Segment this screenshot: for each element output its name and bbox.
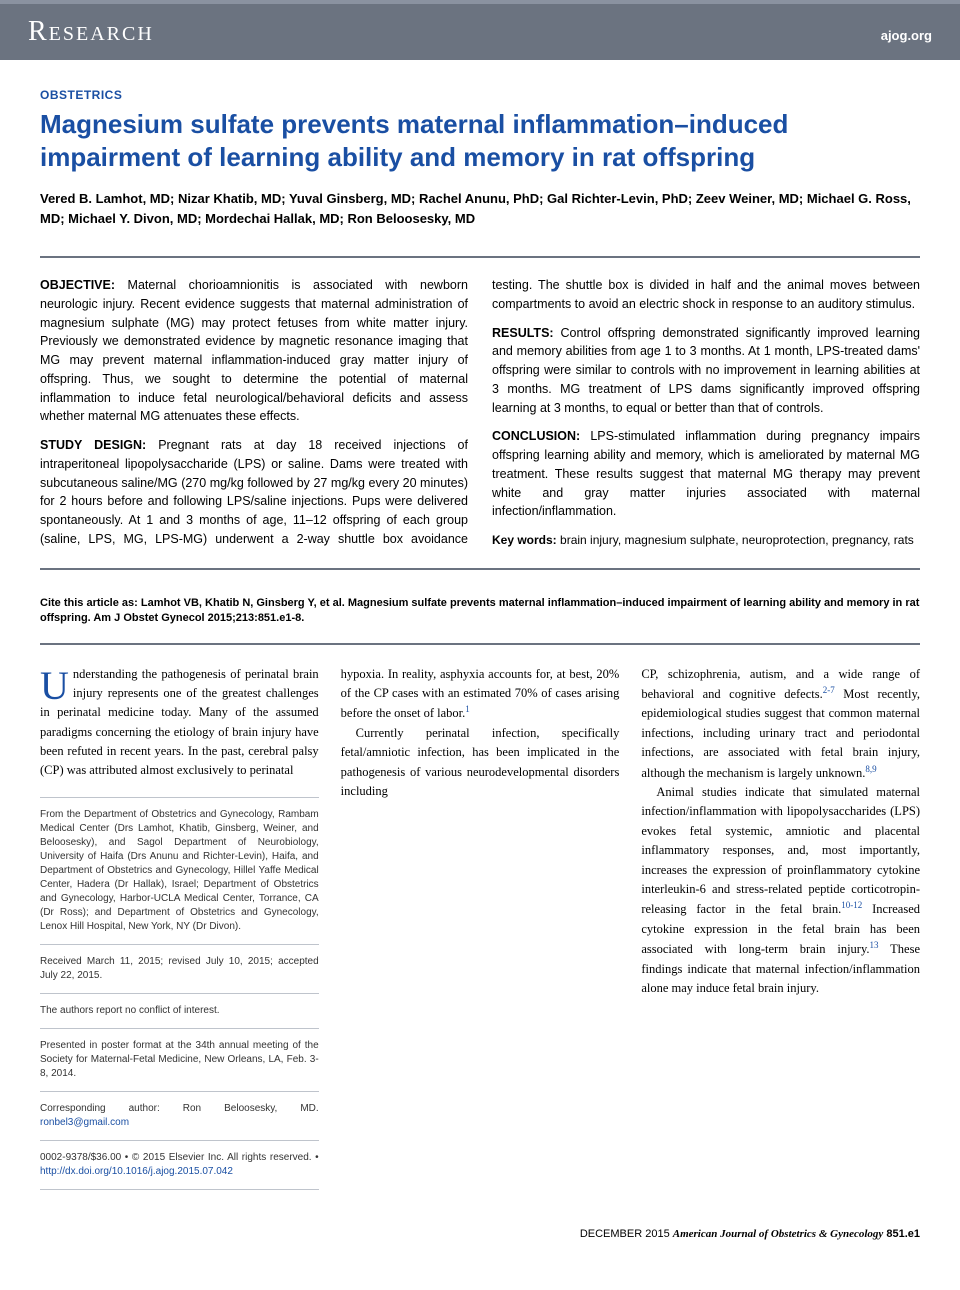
fn-divider-7: [40, 1189, 319, 1190]
body-col-1: Understanding the pathogenesis of perina…: [40, 665, 319, 1200]
fn-divider-6: [40, 1140, 319, 1141]
fn-doi-link[interactable]: http://dx.doi.org/10.1016/j.ajog.2015.07…: [40, 1166, 233, 1177]
keywords-text: brain injury, magnesium sulphate, neurop…: [560, 533, 914, 547]
study-design-label: STUDY DESIGN:: [40, 438, 146, 452]
footer-month: DECEMBER 2015: [580, 1228, 670, 1240]
citation: Cite this article as: Lamhot VB, Khatib …: [40, 588, 920, 635]
footer-journal: American Journal of Obstetrics & Gynecol…: [673, 1228, 884, 1240]
fn-corresponding: Corresponding author: Ron Beloosesky, MD…: [40, 1102, 319, 1130]
keywords-label: Key words:: [492, 533, 557, 547]
author-list: Vered B. Lamhot, MD; Nizar Khatib, MD; Y…: [40, 189, 920, 228]
dropcap: U: [40, 665, 73, 703]
divider-mid-2: [40, 643, 920, 645]
section-heading: OBSTETRICS: [40, 88, 920, 102]
abstract-results: RESULTS: Control offspring demonstrated …: [492, 324, 920, 418]
article-title: Magnesium sulfate prevents maternal infl…: [40, 108, 920, 173]
page-footer: DECEMBER 2015 American Journal of Obstet…: [0, 1220, 960, 1256]
abstract: OBJECTIVE: Maternal chorioamnionitis is …: [40, 276, 920, 554]
body-columns: Understanding the pathogenesis of perina…: [40, 665, 920, 1200]
fn-copyright: 0002-9378/$36.00 • © 2015 Elsevier Inc. …: [40, 1151, 319, 1179]
header-site[interactable]: ajog.org: [881, 28, 932, 43]
objective-label: OBJECTIVE:: [40, 278, 115, 292]
header-section: Research: [28, 16, 154, 48]
body-c3-p2: Animal studies indicate that simulated m…: [641, 783, 920, 998]
ref-8-9[interactable]: 8,9: [865, 764, 876, 774]
page-content: OBSTETRICS Magnesium sulfate prevents ma…: [0, 60, 960, 1220]
conclusion-label: CONCLUSION:: [492, 429, 580, 443]
body-c3-p1: CP, schizophrenia, autism, and a wide ra…: [641, 665, 920, 784]
fn-dates: Received March 11, 2015; revised July 10…: [40, 955, 319, 983]
footnotes: From the Department of Obstetrics and Gy…: [40, 797, 319, 1190]
fn-presented: Presented in poster format at the 34th a…: [40, 1039, 319, 1081]
body-col-3: CP, schizophrenia, autism, and a wide ra…: [641, 665, 920, 1200]
body-c2-p2: Currently perinatal infection, specifica…: [341, 724, 620, 802]
fn-divider-5: [40, 1091, 319, 1092]
ref-13[interactable]: 13: [870, 940, 879, 950]
ref-2-7[interactable]: 2-7: [823, 685, 835, 695]
fn-divider-4: [40, 1028, 319, 1029]
body-c2-p1-text: hypoxia. In reality, asphyxia accounts f…: [341, 667, 620, 721]
fn-corr-text: Corresponding author: Ron Beloosesky, MD…: [40, 1103, 319, 1114]
fn-conflict: The authors report no conflict of intere…: [40, 1004, 319, 1018]
fn-email-link[interactable]: ronbel3@gmail.com: [40, 1117, 129, 1128]
fn-divider-1: [40, 797, 319, 798]
footer-page: 851.e1: [886, 1228, 920, 1240]
keywords: Key words: brain injury, magnesium sulph…: [492, 531, 920, 549]
body-col-2: hypoxia. In reality, asphyxia accounts f…: [341, 665, 620, 1200]
results-label: RESULTS:: [492, 326, 554, 340]
ref-10-12[interactable]: 10-12: [841, 900, 862, 910]
ref-1[interactable]: 1: [465, 704, 470, 714]
abstract-objective: OBJECTIVE: Maternal chorioamnionitis is …: [40, 276, 468, 426]
body-p1-text: nderstanding the pathogenesis of perinat…: [40, 667, 319, 778]
fn-divider-2: [40, 944, 319, 945]
objective-text: Maternal chorioamnionitis is associated …: [40, 278, 468, 423]
body-c2-p1: hypoxia. In reality, asphyxia accounts f…: [341, 665, 620, 724]
divider-top: [40, 256, 920, 258]
body-c3-p2a: Animal studies indicate that simulated m…: [641, 785, 920, 916]
fn-copy-text: 0002-9378/$36.00 • © 2015 Elsevier Inc. …: [40, 1152, 319, 1163]
header-bar: Research ajog.org: [0, 0, 960, 60]
body-p1: Understanding the pathogenesis of perina…: [40, 665, 319, 781]
fn-affiliations: From the Department of Obstetrics and Gy…: [40, 808, 319, 934]
divider-mid-1: [40, 568, 920, 570]
abstract-conclusion: CONCLUSION: LPS-stimulated inflammation …: [492, 427, 920, 521]
results-text: Control offspring demonstrated significa…: [492, 326, 920, 415]
fn-divider-3: [40, 993, 319, 994]
